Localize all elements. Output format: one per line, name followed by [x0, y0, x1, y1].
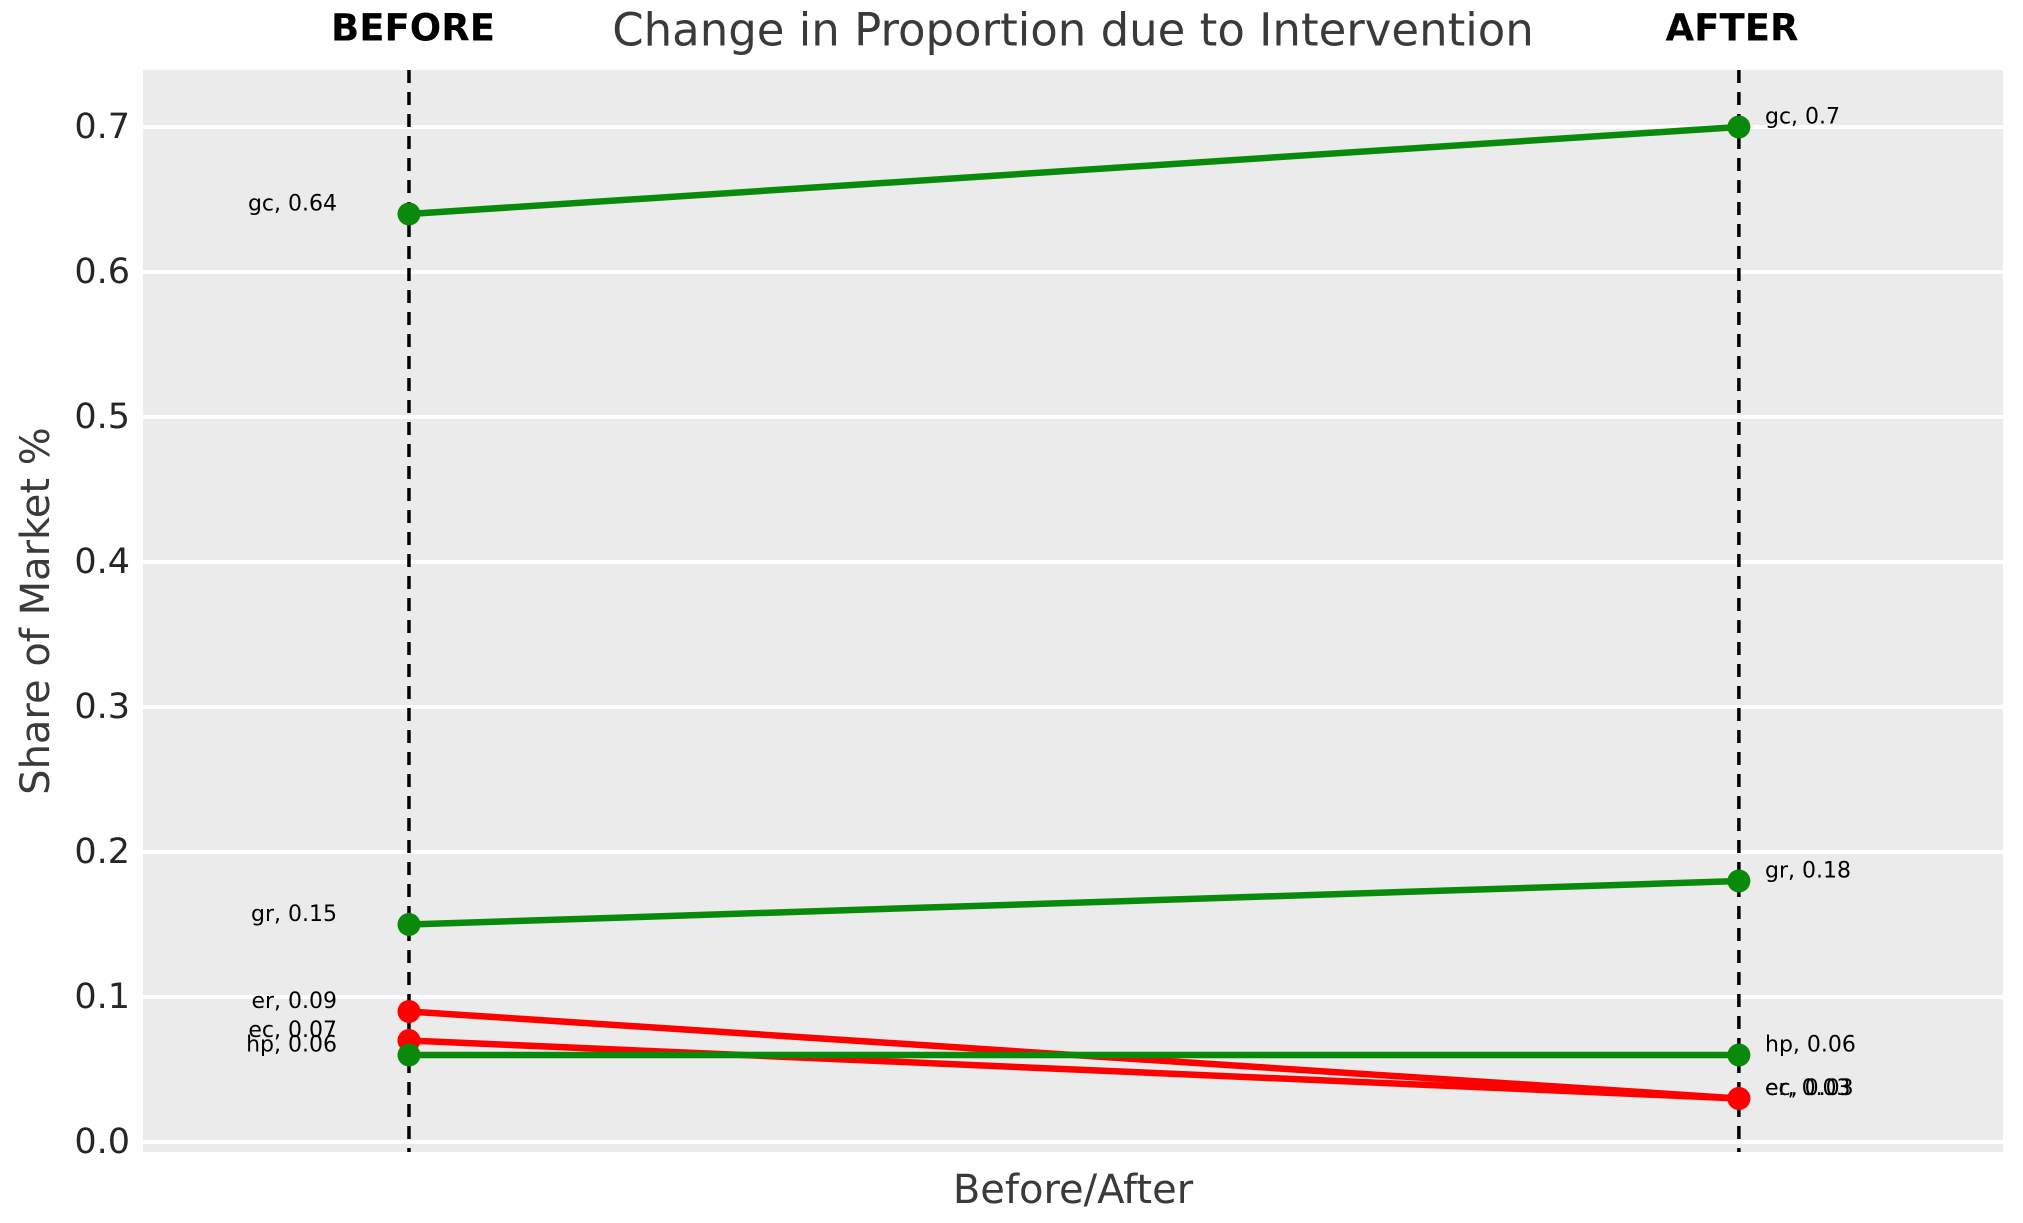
y-tick-label-0-1: 0.1: [74, 977, 130, 1017]
plot-background: [143, 70, 2003, 1152]
series-line-gc: [408, 123, 1740, 218]
y-tick-label-0-2: 0.2: [74, 832, 130, 872]
series-line-gr: [408, 877, 1739, 928]
y-tick-label-0-6: 0.6: [74, 252, 130, 292]
point-gr-before: [397, 912, 421, 936]
point-hp-before: [397, 1043, 421, 1067]
y-axis-label: Share of Market %: [13, 427, 59, 795]
series-line-ec: [408, 1037, 1740, 1102]
label-hp-after: hp, 0.06: [1765, 1032, 1856, 1057]
label-hp-before: hp, 0.06: [246, 1032, 337, 1057]
y-tick-label-0-4: 0.4: [74, 542, 130, 582]
label-gr-after: gr, 0.18: [1765, 858, 1851, 883]
x-axis-label: Before/After: [952, 1167, 1194, 1213]
label-ec-before: ec, 0.07: [248, 1018, 337, 1043]
point-gc-after: [1727, 115, 1751, 139]
point-gr-after: [1727, 869, 1751, 893]
y-tick-label-0-7: 0.7: [74, 107, 130, 147]
y-tick-label-0-5: 0.5: [74, 397, 130, 437]
point-er-before: [397, 999, 421, 1023]
label-gc-after: gc, 0.7: [1765, 104, 1840, 129]
y-tick-label-0-0: 0.0: [74, 1122, 130, 1162]
label-er-after: er, 0.03: [1765, 1076, 1851, 1101]
label-gc-before: gc, 0.64: [248, 191, 337, 216]
label-ec-after: ec, 0.03: [1765, 1076, 1854, 1101]
chart-title: Change in Proportion due to Intervention: [612, 3, 1534, 57]
label-er-before: er, 0.09: [251, 989, 337, 1014]
point-ec-after: [1727, 1086, 1751, 1110]
y-tick-label-0-3: 0.3: [74, 687, 130, 727]
point-hp-after: [1727, 1043, 1751, 1067]
label-gr-before: gr, 0.15: [251, 902, 337, 927]
before-column-header: BEFORE: [331, 6, 495, 50]
after-column-header: AFTER: [1665, 6, 1799, 50]
point-gc-before: [397, 202, 421, 226]
